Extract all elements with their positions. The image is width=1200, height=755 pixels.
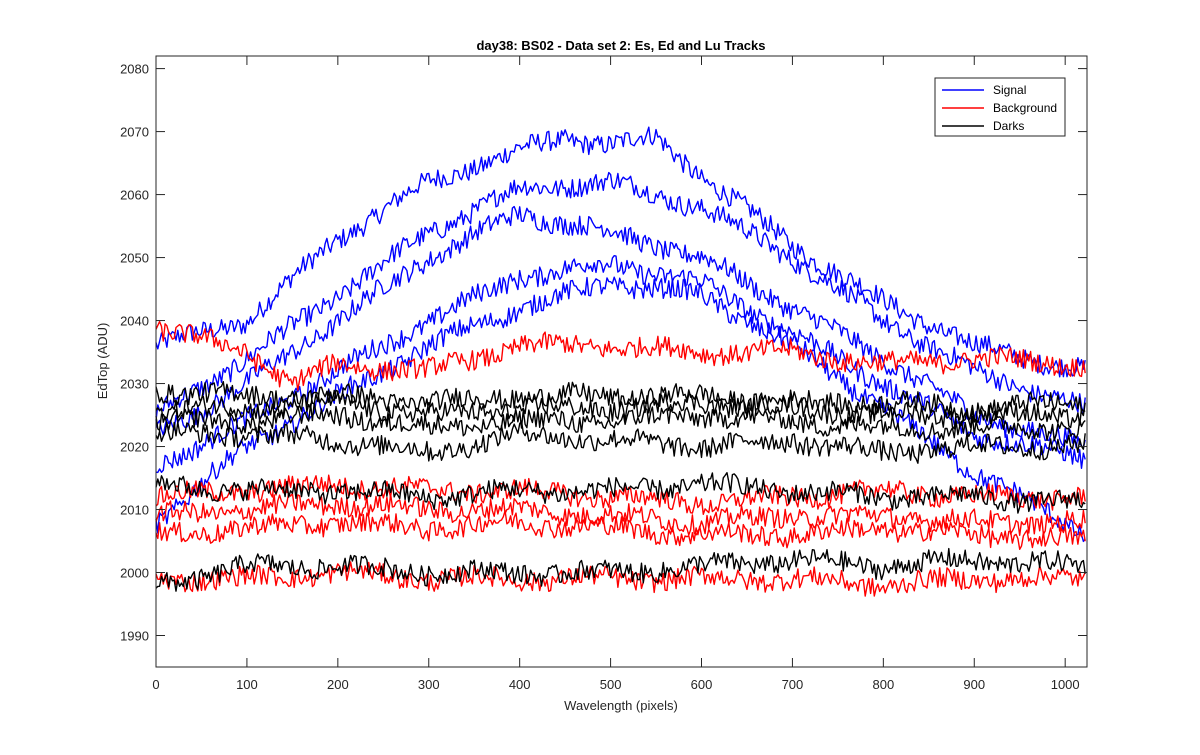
y-axis: 1990 2000 2010 2020 2030 2040 2050 2060 2070 2080 [120, 62, 1087, 644]
series-layer [155, 126, 1086, 597]
x-tick-label: 200 [327, 677, 349, 692]
legend-label-darks: Darks [993, 119, 1024, 133]
y-tick-label: 1990 [120, 629, 149, 644]
series-line-darks-11 [155, 381, 1086, 422]
x-tick-label: 600 [691, 677, 713, 692]
y-tick-label: 2060 [120, 188, 149, 203]
series-line-signal-5 [155, 276, 1086, 543]
x-tick-label: 800 [872, 677, 894, 692]
y-tick-label: 2020 [120, 440, 149, 455]
x-tick-label: 400 [509, 677, 531, 692]
series-line-background-7 [155, 474, 1086, 515]
y-tick-label: 2030 [120, 377, 149, 392]
x-tick-label: 1000 [1051, 677, 1080, 692]
y-tick-label: 2010 [120, 503, 149, 518]
x-tick-label: 700 [782, 677, 804, 692]
y-tick-label: 2000 [120, 566, 149, 581]
chart-title: day38: BS02 - Data set 2: Es, Ed and Lu … [476, 38, 765, 53]
y-tick-label: 2070 [120, 125, 149, 140]
y-tick-label: 2050 [120, 251, 149, 266]
x-tick-label: 0 [152, 677, 159, 692]
series-line-background-6 [155, 320, 1086, 391]
y-tick-label: 2080 [120, 62, 149, 77]
y-axis-label: EdTop (ADU) [95, 323, 110, 400]
axes-box [155, 55, 1088, 668]
x-tick-label: 900 [963, 677, 985, 692]
series-line-background-10 [155, 561, 1086, 597]
series-line-background-8 [155, 492, 1086, 536]
series-line-darks-15 [155, 472, 1086, 514]
series-line-darks-13 [155, 402, 1086, 442]
legend: Signal Background Darks [934, 77, 1066, 137]
x-tick-label: 100 [236, 677, 258, 692]
x-axis: 0 100 200 300 400 500 600 700 800 900 1000 [152, 56, 1080, 692]
x-tick-label: 300 [418, 677, 440, 692]
x-tick-label: 500 [600, 677, 622, 692]
series-line-background-9 [155, 510, 1086, 550]
legend-box [934, 77, 1066, 137]
series-line-darks-16 [155, 547, 1086, 592]
y-tick-label: 2040 [120, 314, 149, 329]
series-line-darks-14 [155, 420, 1086, 464]
x-axis-label: Wavelength (pixels) [564, 698, 678, 713]
series-line-signal-3 [155, 205, 1086, 449]
series-line-signal-1 [155, 126, 1086, 378]
legend-label-background: Background [993, 101, 1057, 115]
legend-label-signal: Signal [993, 83, 1026, 97]
